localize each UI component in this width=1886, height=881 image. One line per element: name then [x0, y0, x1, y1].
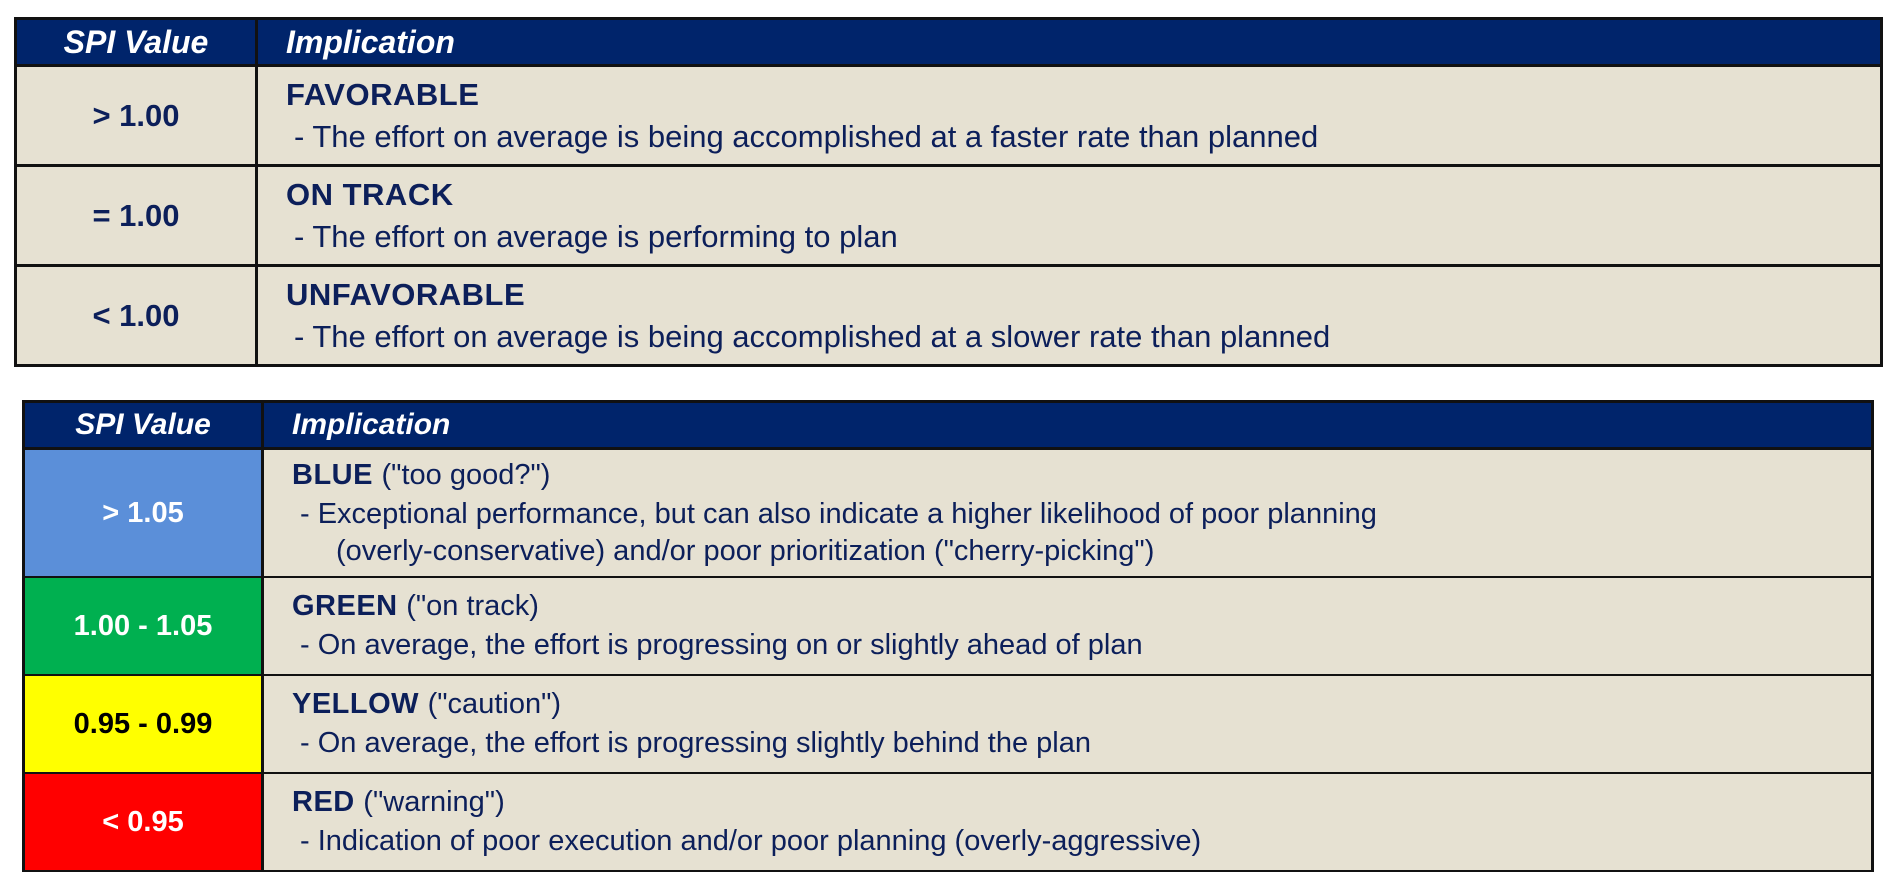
implication-heading: FAVORABLE: [258, 77, 1880, 113]
description-line: (overly-conservative) and/or poor priori…: [336, 534, 1155, 567]
implication-cell: YELLOW ("caution") - On average, the effo…: [261, 674, 1874, 774]
spi-value: 0.95 - 0.99: [22, 674, 264, 774]
heading-note: ("on track): [406, 590, 539, 622]
heading-text: YELLOW: [292, 688, 420, 720]
description-line: - The effort on average is performing to…: [294, 218, 898, 254]
heading-text: UNFAVORABLE: [286, 276, 526, 312]
implication-heading: GREEN ("on track): [264, 590, 1871, 623]
description-line: - Exceptional performance, but can also …: [300, 497, 1377, 530]
heading-text: BLUE: [292, 458, 373, 491]
heading-text: RED: [292, 786, 355, 818]
implication-cell: FAVORABLE - The effort on average is bein…: [255, 64, 1883, 167]
table-row: < 1.00 UNFAVORABLE - The effort on average…: [14, 264, 1883, 367]
spi-value: > 1.00: [14, 64, 258, 167]
implication-heading: YELLOW ("caution"): [264, 688, 1871, 721]
spi-color-table: SPI Value Implication > 1.05 BLUE ("too goo…: [22, 400, 1874, 872]
spi-value: 1.00 - 1.05: [22, 576, 264, 676]
description-line: - The effort on average is being accompl…: [294, 118, 1319, 154]
description-line: - On average, the effort is progressing …: [300, 629, 1143, 661]
table-row: < 0.95 RED ("warning") - Indication of poo…: [22, 772, 1874, 872]
implication-cell: BLUE ("too good?") - Exceptional performa…: [261, 447, 1874, 578]
heading-text: FAVORABLE: [286, 76, 480, 112]
implication-cell: RED ("warning") - Indication of poor exec…: [261, 772, 1874, 872]
header-cell: SPI Value: [22, 400, 264, 450]
table-row: > 1.05 BLUE ("too good?") - Exceptional pe…: [22, 447, 1874, 578]
table-row: > 1.00 FAVORABLE - The effort on average i…: [14, 64, 1883, 167]
table-row: 1.00 - 1.05 GREEN ("on track) - On average…: [22, 576, 1874, 676]
header-cell: Implication: [261, 400, 1874, 450]
header-row: SPI Value Implication: [22, 400, 1874, 450]
table-row: = 1.00 ON TRACK - The effort on average is…: [14, 164, 1883, 267]
heading-note: ("too good?"): [381, 458, 551, 491]
implication-cell: ON TRACK - The effort on average is perfo…: [255, 164, 1883, 267]
implication-heading: BLUE ("too good?"): [264, 459, 1871, 492]
spi-value: < 0.95: [22, 772, 264, 872]
spi-value: > 1.05: [22, 447, 264, 578]
description-line: - On average, the effort is progressing …: [300, 727, 1091, 759]
spi-table: SPI Value Implication > 1.00 FAVORABLE - The…: [14, 17, 1883, 367]
header-row: SPI Value Implication: [14, 17, 1883, 67]
header-cell: SPI Value: [14, 17, 258, 67]
implication-cell: GREEN ("on track) - On average, the effor…: [261, 576, 1874, 676]
heading-text: GREEN: [292, 590, 398, 622]
heading-text: ON TRACK: [286, 176, 454, 212]
header-cell: Implication: [255, 17, 1883, 67]
implication-heading: RED ("warning"): [264, 786, 1871, 819]
description-line: - Indication of poor execution and/or po…: [300, 825, 1202, 857]
heading-note: ("caution"): [427, 688, 562, 720]
implication-cell: UNFAVORABLE - The effort on average is be…: [255, 264, 1883, 367]
implication-heading: ON TRACK: [258, 177, 1880, 213]
implication-heading: UNFAVORABLE: [258, 277, 1880, 313]
description-line: - The effort on average is being accompl…: [294, 318, 1331, 354]
heading-note: ("warning"): [363, 786, 505, 818]
spi-value: < 1.00: [14, 264, 258, 367]
table-row: 0.95 - 0.99 YELLOW ("caution") - On averag…: [22, 674, 1874, 774]
spi-value: = 1.00: [14, 164, 258, 267]
